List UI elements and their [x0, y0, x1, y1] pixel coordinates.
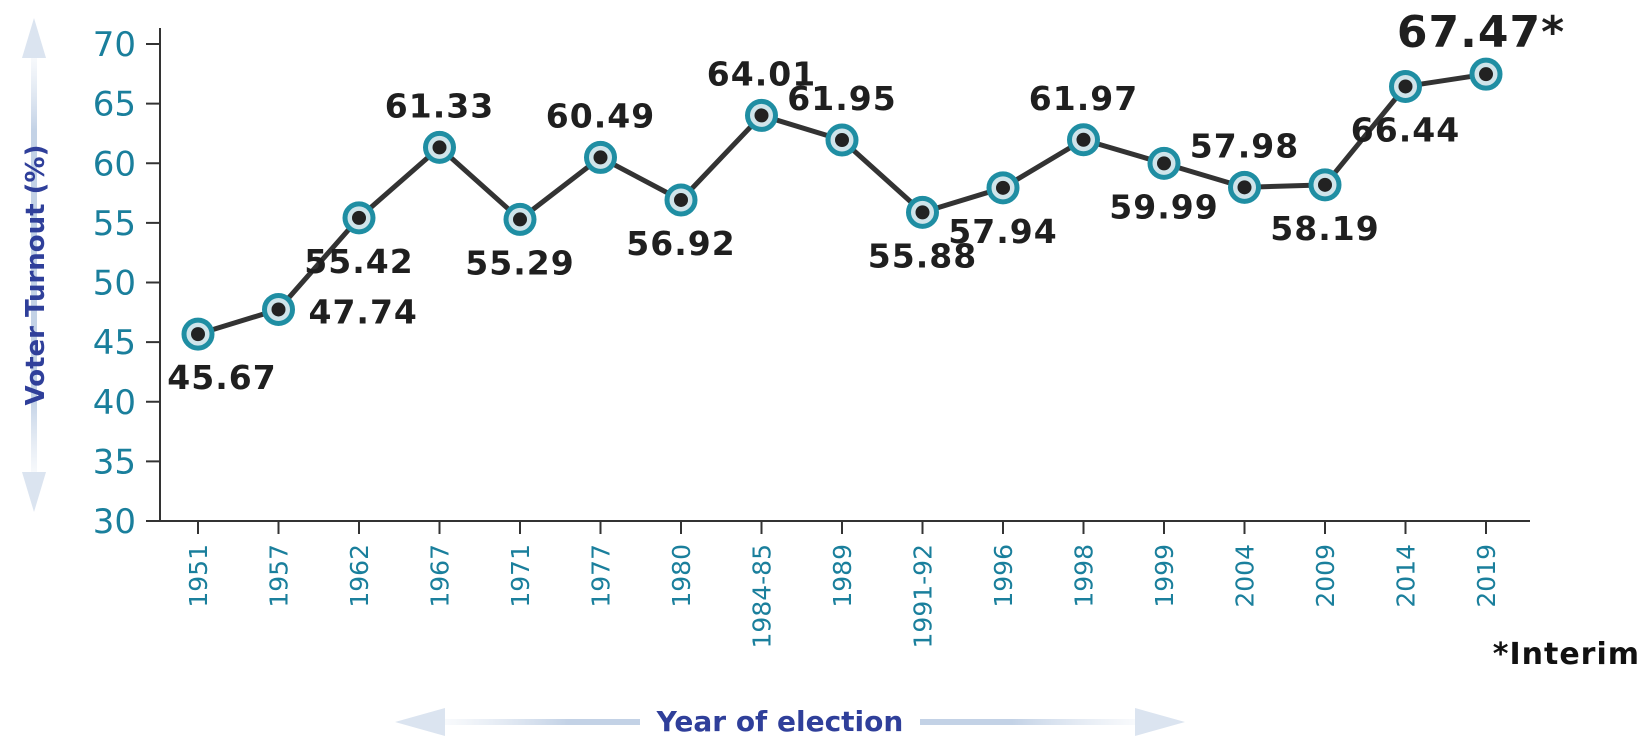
data-label: 55.29: [465, 243, 574, 282]
y-tick-label: 70: [93, 25, 136, 65]
marker-dot: [1398, 79, 1413, 94]
y-axis-ticks: 30 35 40 45 50 55 60 65 70: [93, 25, 160, 542]
marker-dot: [593, 150, 608, 165]
data-label: 59.99: [1109, 187, 1218, 226]
x-tick-label: 1989: [828, 544, 857, 608]
data-point: [342, 201, 376, 235]
data-label: 61.95: [787, 79, 896, 118]
data-point: [1469, 57, 1503, 91]
x-axis-ticks: 1951 1957 1962 1967 1971 1977 1980 1984-85 1989 1…: [184, 521, 1501, 648]
x-tick-label: 1996: [989, 544, 1018, 608]
marker-dot: [271, 302, 286, 317]
y-tick-label: 60: [93, 144, 136, 184]
x-tick-label: 2019: [1472, 544, 1501, 608]
marker-dot: [915, 205, 930, 220]
data-point: [181, 317, 215, 351]
x-axis-title-bg: [640, 702, 920, 738]
y-tick-label: 40: [93, 383, 136, 423]
data-point: [986, 171, 1020, 205]
data-point: [1308, 168, 1342, 202]
data-point: [1067, 123, 1100, 157]
data-label: 57.94: [948, 212, 1057, 251]
data-label: 64.01: [707, 54, 816, 93]
marker-dot: [1076, 132, 1091, 147]
y-tick-label: 55: [93, 204, 136, 244]
y-title-arrow: [22, 18, 46, 512]
marker-dot: [1157, 156, 1171, 171]
marker-dot: [191, 327, 205, 342]
marker-dot: [432, 140, 447, 155]
data-label: 55.88: [868, 236, 977, 275]
y-tick-label: 50: [93, 264, 136, 304]
y-axis-title: Voter Turnout (%): [21, 145, 51, 406]
data-point: [1147, 146, 1181, 180]
y-tick-label: 65: [93, 85, 136, 125]
data-label: 47.74: [309, 292, 418, 331]
interim-note: *Interim: [1493, 637, 1640, 672]
y-tick-label: 45: [93, 323, 136, 363]
marker-dot: [996, 180, 1010, 195]
data-label: 67.47*: [1397, 7, 1565, 58]
data-label: 58.19: [1270, 209, 1379, 248]
data-point: [1228, 170, 1261, 204]
data-point: [664, 183, 698, 217]
data-point: [825, 123, 859, 157]
data-label: 66.44: [1351, 110, 1460, 149]
marker-dot: [1237, 180, 1252, 195]
data-label: 55.42: [304, 242, 413, 281]
y-tick-label: 35: [93, 442, 136, 482]
data-label: 61.33: [385, 86, 494, 125]
data-point: [423, 130, 456, 164]
data-point: [503, 202, 537, 236]
x-tick-label: 1980: [667, 544, 696, 608]
x-tick-label: 2014: [1392, 544, 1421, 608]
x-tick-label: 1998: [1070, 544, 1099, 608]
x-tick-label: 1991-92: [909, 544, 938, 648]
data-point: [906, 195, 939, 229]
data-label: 57.98: [1190, 126, 1299, 165]
x-tick-label: 1957: [265, 544, 294, 608]
x-tick-label: 1984-85: [748, 544, 777, 648]
marker-dot: [835, 132, 849, 147]
data-point: [745, 98, 778, 132]
data-label: 60.49: [546, 96, 655, 135]
data-point: [584, 140, 617, 174]
marker-dot: [513, 212, 527, 227]
marker-dot: [1479, 67, 1493, 82]
marker-dot: [754, 108, 769, 123]
x-tick-label: 1951: [184, 544, 213, 608]
x-tick-label: 1977: [587, 544, 616, 608]
y-tick-label: 30: [93, 502, 136, 542]
x-tick-label: 1962: [345, 544, 374, 608]
x-tick-label: 1967: [426, 544, 455, 608]
x-tick-label: 1971: [506, 544, 535, 608]
series-voter-turnout: [181, 57, 1503, 351]
data-point: [262, 292, 295, 326]
x-tick-label: 1999: [1150, 544, 1179, 608]
data-label: 61.97: [1029, 79, 1138, 118]
marker-dot: [352, 210, 366, 225]
data-labels: 45.67 47.74 55.42 61.33 55.29 60.49 56.92 64.01…: [167, 7, 1565, 397]
data-label: 56.92: [626, 224, 735, 263]
marker-dot: [674, 192, 688, 207]
data-label: 45.67: [167, 358, 276, 397]
marker-dot: [1318, 177, 1332, 192]
x-axis-title: Year of election: [656, 705, 904, 738]
x-tick-label: 2009: [1311, 544, 1340, 608]
x-tick-label: 2004: [1231, 544, 1260, 608]
data-point: [1389, 69, 1422, 103]
